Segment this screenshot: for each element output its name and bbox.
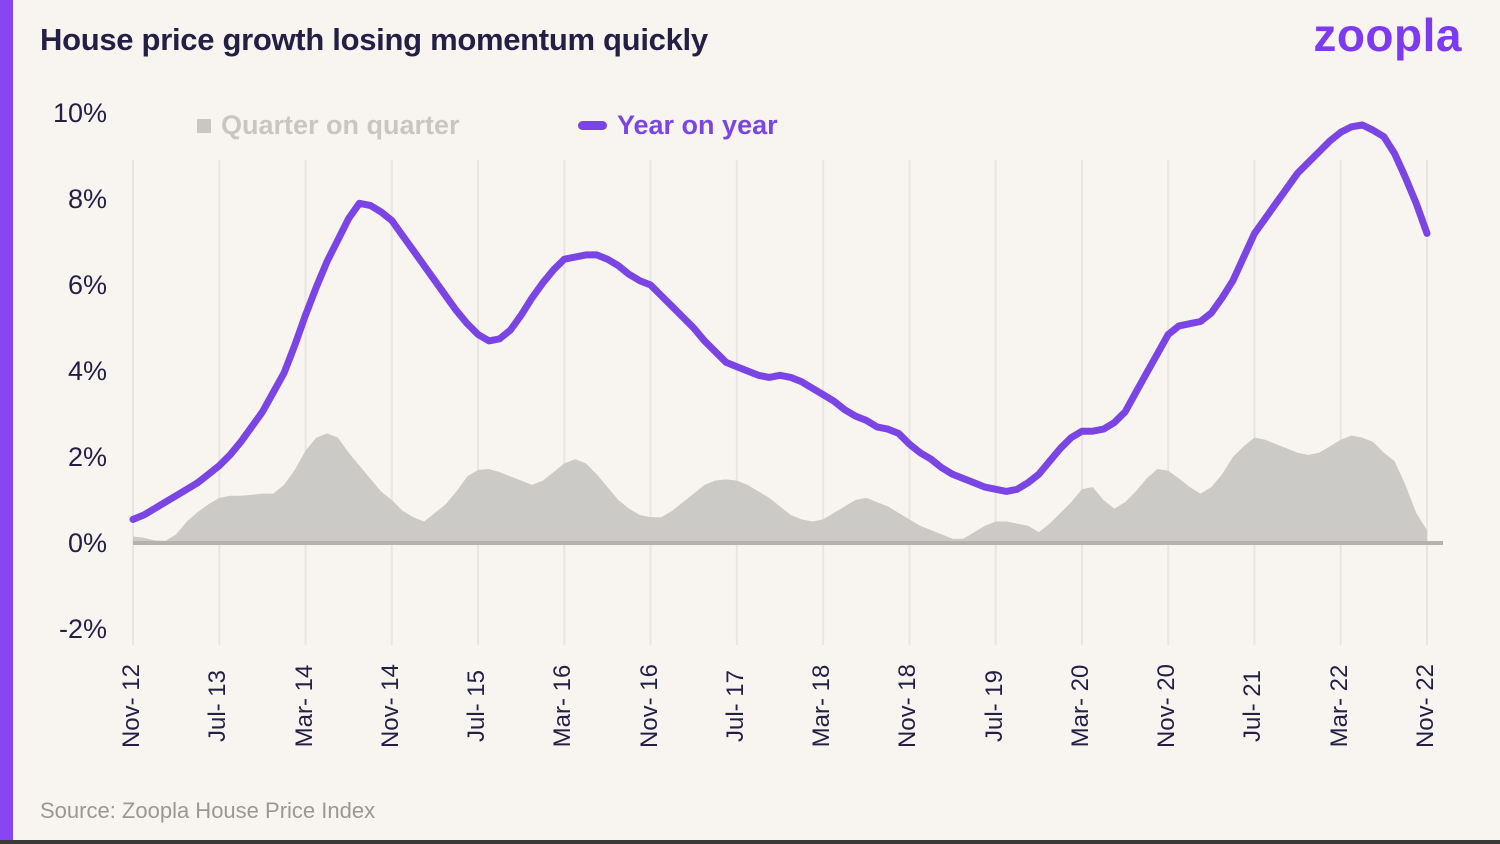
- x-axis-label: Jul- 17: [721, 669, 749, 743]
- y-axis-label: 8%: [67, 184, 107, 214]
- x-axis-label: Mar- 18: [808, 664, 836, 748]
- legend-item-year-on-year: Year on year: [578, 110, 778, 141]
- page-title: House price growth losing momentum quick…: [40, 22, 708, 57]
- year-on-year-line: [129, 121, 1431, 523]
- year-dash-icon: [578, 121, 607, 130]
- legend-label-quarter: Quarter on quarter: [221, 110, 460, 140]
- x-axis-label: Jul- 15: [463, 669, 491, 743]
- y-axis-label: 6%: [67, 270, 107, 300]
- left-accent-bar: [0, 0, 13, 844]
- quarter-on-quarter-area: [133, 433, 1427, 543]
- x-axis-label: Nov- 22: [1412, 663, 1439, 749]
- zoopla-logo: zoopla: [1313, 9, 1462, 61]
- x-axis-label: Nov- 20: [1153, 663, 1181, 749]
- x-axis-label: Mar- 14: [290, 664, 318, 748]
- x-axis-label: Mar- 16: [549, 664, 577, 748]
- quarter-square-icon: [197, 118, 211, 133]
- bottom-edge-strip: [0, 840, 1500, 844]
- vertical-gridlines: [132, 160, 1428, 645]
- y-axis-label: 10%: [52, 98, 107, 128]
- legend-label-year: Year on year: [617, 110, 778, 140]
- x-axis-label: Jul- 19: [980, 669, 1008, 743]
- x-axis-label: Nov- 14: [376, 663, 404, 749]
- x-axis-label: Jul- 21: [1239, 669, 1267, 743]
- x-axis-label: Mar- 20: [1066, 664, 1094, 748]
- y-axis-label: 2%: [67, 442, 107, 472]
- x-axis-label: Nov- 16: [635, 663, 663, 749]
- y-axis-label: 0%: [67, 528, 107, 558]
- x-axis-label: Nov- 12: [118, 663, 145, 749]
- y-axis-label: 4%: [67, 356, 107, 386]
- x-axis-label: Jul- 13: [204, 669, 232, 743]
- x-axis-label: Nov- 18: [894, 663, 922, 749]
- source-note: Source: Zoopla House Price Index: [40, 798, 376, 823]
- x-axis-label: Mar- 22: [1325, 664, 1353, 748]
- legend-item-quarter-on-quarter: Quarter on quarter: [197, 110, 460, 141]
- y-axis-label: -2%: [58, 614, 107, 644]
